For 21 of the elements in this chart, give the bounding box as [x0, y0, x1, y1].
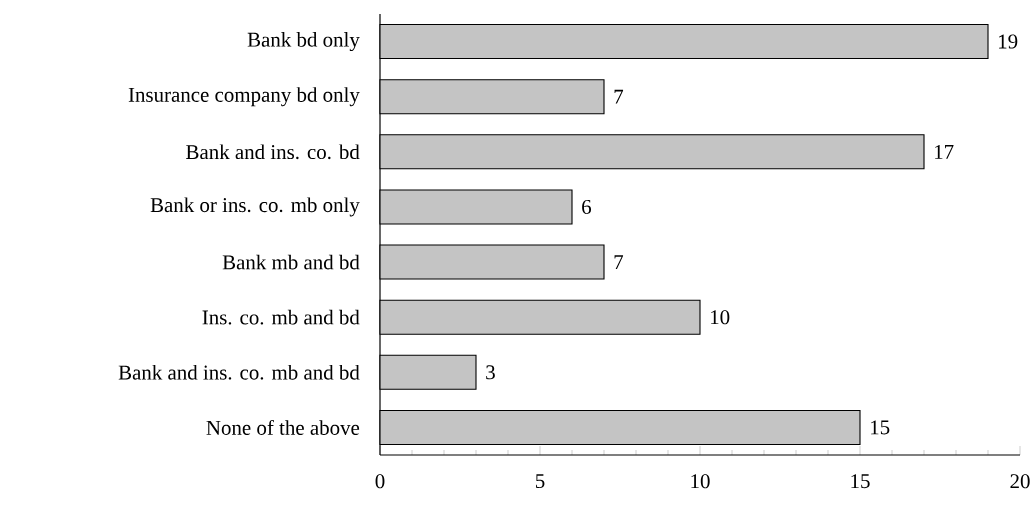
y-tick-label: Ins. co. mb and bd	[202, 309, 360, 325]
data-label: 19	[999, 34, 1018, 49]
y-tick-label: Insurance company bd only	[128, 87, 360, 107]
data-label: 7	[614, 89, 624, 104]
y-tick-label: Bank bd only	[247, 32, 360, 52]
data-label: 6	[582, 199, 592, 214]
y-tick-label: Bank or ins. co. mb only	[150, 197, 360, 217]
data-label: 17	[935, 144, 954, 159]
x-tick-label: 10	[691, 474, 710, 489]
x-tick-label: 20	[1010, 474, 1030, 489]
x-tick-label: 5	[535, 474, 545, 489]
data-label: 7	[614, 255, 624, 269]
x-tick-label: 15	[851, 474, 870, 489]
x-tick-label: 0	[375, 474, 385, 489]
y-tick-label: Bank and ins. co. bd	[186, 144, 360, 160]
y-tick-label: None of the above	[206, 419, 360, 435]
y-tick-label: Bank mb and bd	[222, 254, 360, 270]
y-tick-label: Bank and ins. co. mb and bd	[118, 364, 360, 380]
data-label: 3	[486, 365, 495, 380]
data-label: 10	[711, 310, 730, 325]
data-label: 15	[871, 420, 890, 435]
